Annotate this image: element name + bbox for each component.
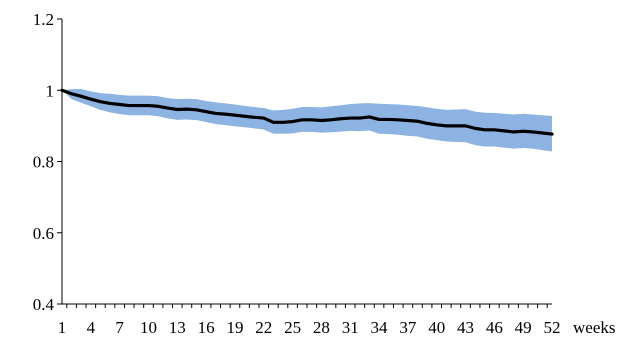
x-tick-label: 49 xyxy=(515,318,532,337)
x-tick-label: 34 xyxy=(371,318,389,337)
x-tick-label: 43 xyxy=(457,318,474,337)
y-tick-label: 0.6 xyxy=(33,224,54,243)
x-axis: 1 4 7 10 13 16 19 22 25 28 31 34 37 40 43 46 49 52 weeks xyxy=(58,303,615,337)
x-tick-label: 37 xyxy=(399,318,417,337)
x-tick-label: 16 xyxy=(198,318,215,337)
y-tick-label: 1.2 xyxy=(33,10,54,29)
x-tick-label: 25 xyxy=(284,318,301,337)
x-axis-title: weeks xyxy=(573,318,615,337)
series-line xyxy=(60,88,554,136)
x-tick-label: 52 xyxy=(544,318,561,337)
x-tick-label: 13 xyxy=(169,318,186,337)
x-tick-label: 31 xyxy=(342,318,359,337)
y-tick-label: 1 xyxy=(46,81,55,100)
x-tick-label: 1 xyxy=(58,318,67,337)
x-tick-label: 22 xyxy=(255,318,272,337)
x-tick-label: 28 xyxy=(313,318,330,337)
y-tick-group: 0.4 0.6 0.8 1 1.2 xyxy=(33,10,62,314)
plot-area xyxy=(60,88,554,152)
y-tick-label: 0.8 xyxy=(33,153,54,172)
x-tick-label: 19 xyxy=(226,318,243,337)
x-tick-label: 46 xyxy=(486,318,503,337)
x-tick-label: 40 xyxy=(428,318,445,337)
x-tick-group: 1 4 7 10 13 16 19 22 25 28 31 34 37 40 43 46 49 52 xyxy=(58,304,561,337)
x-tick-label: 4 xyxy=(87,318,96,337)
y-axis: 0.4 0.6 0.8 1 1.2 xyxy=(33,10,63,314)
x-tick-label: 7 xyxy=(115,318,124,337)
y-tick-label: 0.4 xyxy=(33,295,55,314)
x-tick-label: 10 xyxy=(140,318,157,337)
